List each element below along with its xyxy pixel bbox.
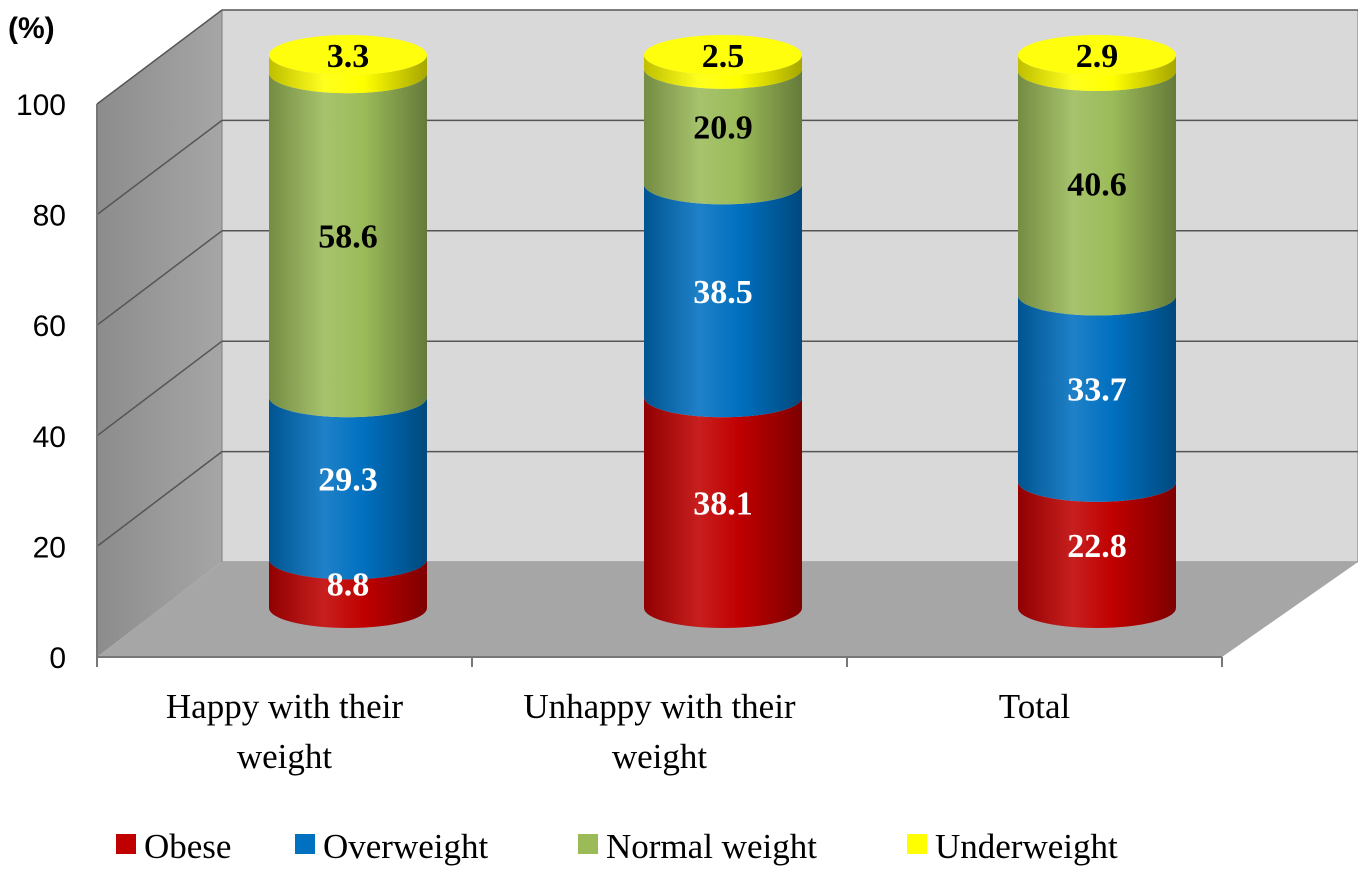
gridline-depth: [96, 230, 223, 326]
y-tick-label: 40: [33, 421, 66, 454]
bar-top-cap-2: [1018, 35, 1176, 75]
data-label: 2.5: [702, 38, 745, 75]
legend-label: Normal weight: [606, 827, 817, 866]
data-label: 20.9: [693, 110, 753, 147]
bar-overweight-0: [269, 397, 428, 580]
bar-normal-weight-0: [269, 73, 428, 418]
data-label: 38.1: [693, 486, 753, 523]
category-label: weight: [612, 737, 708, 776]
category-label: Happy with their: [166, 687, 404, 726]
category-label: weight: [237, 737, 333, 776]
bar-overweight-1: [644, 184, 802, 418]
legend-swatch-obese: [116, 834, 136, 854]
gridline-depth: [96, 451, 223, 547]
category-label: Total: [999, 687, 1071, 726]
data-label: 33.7: [1067, 372, 1127, 409]
x-axis: Happy with their weight Unhappy with their…: [96, 656, 1223, 776]
bar-normal-weight-2: [1018, 71, 1176, 316]
data-label: 2.9: [1076, 38, 1119, 75]
y-tick-label: 80: [33, 200, 66, 233]
data-label: 3.3: [327, 38, 370, 75]
bar-obese-0: [269, 559, 428, 628]
bar-normal-weight-1: [644, 68, 802, 205]
y-tick-label: 0: [49, 642, 66, 675]
y-tick-label: 100: [16, 89, 66, 122]
data-label: 22.8: [1067, 528, 1127, 565]
bar-top-cap-0: [269, 35, 427, 75]
y-axis: 0 20 40 60 80 100 (%): [8, 12, 98, 675]
y-tick-label: 20: [33, 531, 66, 564]
gridline-depth: [96, 9, 223, 105]
gridline-depth: [96, 119, 223, 216]
side-wall: [97, 10, 222, 657]
y-tick-label: 60: [33, 310, 66, 343]
data-label: 40.6: [1067, 166, 1127, 203]
category-label: Unhappy with their: [523, 687, 796, 726]
gridline-depth: [96, 340, 223, 437]
legend-label: Overweight: [323, 827, 489, 866]
data-label: 58.6: [318, 218, 378, 255]
bar-underweight-2: [1018, 55, 1176, 92]
bar-underweight-0: [269, 55, 428, 94]
data-label: 38.5: [693, 274, 753, 311]
data-label: 8.8: [327, 567, 370, 604]
data-label: 29.3: [318, 461, 378, 498]
bar-obese-2: [1018, 481, 1176, 628]
legend: Obese Overweight Normal weight Underweight: [116, 827, 1118, 866]
legend-label: Obese: [144, 827, 231, 866]
unit-label: (%): [8, 12, 55, 45]
bar-underweight-1: [644, 55, 802, 89]
bar-overweight-2: [1018, 295, 1176, 502]
legend-swatch-normal-weight: [578, 834, 598, 854]
legend-swatch-underweight: [907, 834, 927, 854]
bar-obese-1: [644, 397, 802, 628]
bar-top-cap-1: [644, 35, 802, 75]
bars: [269, 35, 1176, 628]
data-labels: 8.8 29.3 58.6 3.3 38.1 38.5 20.9 2.5 22.8 33.7 40.…: [318, 38, 1127, 604]
legend-swatch-overweight: [295, 834, 315, 854]
legend-label: Underweight: [935, 827, 1118, 866]
